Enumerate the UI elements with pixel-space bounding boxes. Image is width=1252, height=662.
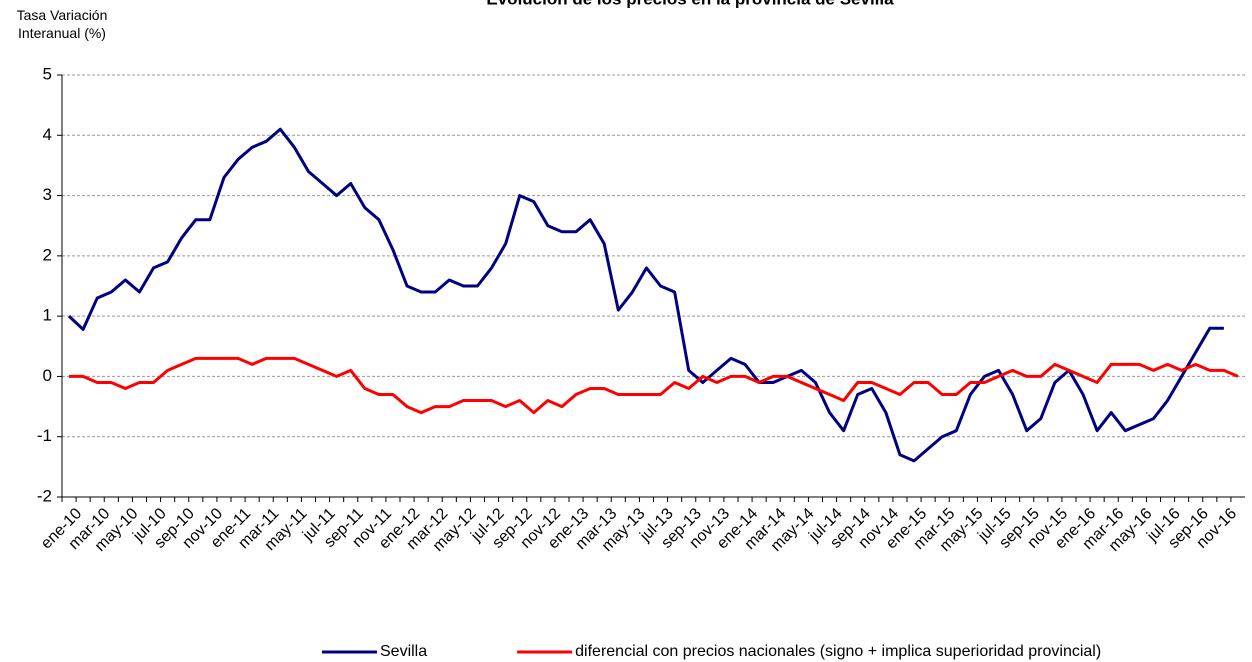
y-tick-label: 1 <box>43 306 52 325</box>
y-tick-label: 3 <box>43 185 52 204</box>
y-tick-label: 2 <box>43 245 52 264</box>
y-axis-label: Tasa Variación <box>17 7 108 23</box>
y-tick-label: 5 <box>43 64 52 83</box>
y-tick-label: 4 <box>43 125 52 144</box>
y-tick-label: 0 <box>43 366 52 385</box>
data-line <box>68 127 1224 463</box>
data-line <box>69 356 1239 415</box>
legend-label: Sevilla <box>380 643 427 660</box>
chart-title: Evolución de los precios en la provincia… <box>486 0 894 8</box>
y-tick-label: -1 <box>37 426 52 445</box>
y-axis-label: Interanual (%) <box>18 25 106 41</box>
legend-label: diferencial con precios nacionales (sign… <box>575 643 1101 660</box>
y-tick-label: -2 <box>37 486 52 505</box>
